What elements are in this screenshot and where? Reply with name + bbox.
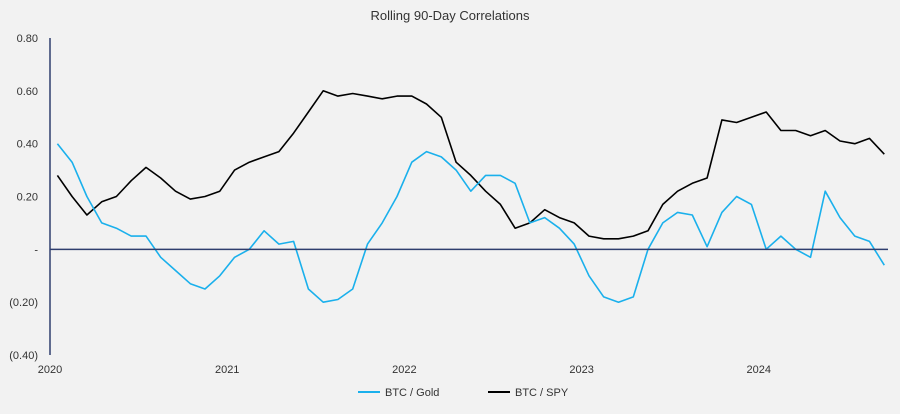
x-tick-label: 2023 [569, 364, 593, 376]
y-tick-label: 0.80 [17, 33, 38, 45]
chart-title: Rolling 90-Day Correlations [371, 8, 530, 23]
series-line-btc-spy [56, 90, 885, 240]
y-tick-label: - [34, 244, 38, 256]
legend-item: BTC / Gold [358, 387, 439, 399]
legend-label: BTC / Gold [385, 387, 439, 399]
x-tick-label: 2024 [747, 364, 771, 376]
legend-item: BTC / SPY [488, 387, 569, 399]
y-tick-label: 0.60 [17, 86, 38, 98]
y-tick-label: 0.40 [17, 139, 38, 151]
x-tick-label: 2020 [38, 364, 62, 376]
legend-label: BTC / SPY [515, 387, 569, 399]
x-tick-label: 2022 [392, 364, 416, 376]
x-tick-label: 2021 [215, 364, 239, 376]
series-line-btc-gold [56, 143, 885, 304]
y-tick-label: 0.20 [17, 192, 38, 204]
y-tick-label: (0.20) [9, 297, 38, 309]
y-tick-label: (0.40) [9, 350, 38, 362]
legend: BTC / Gold BTC / SPY [358, 387, 569, 399]
